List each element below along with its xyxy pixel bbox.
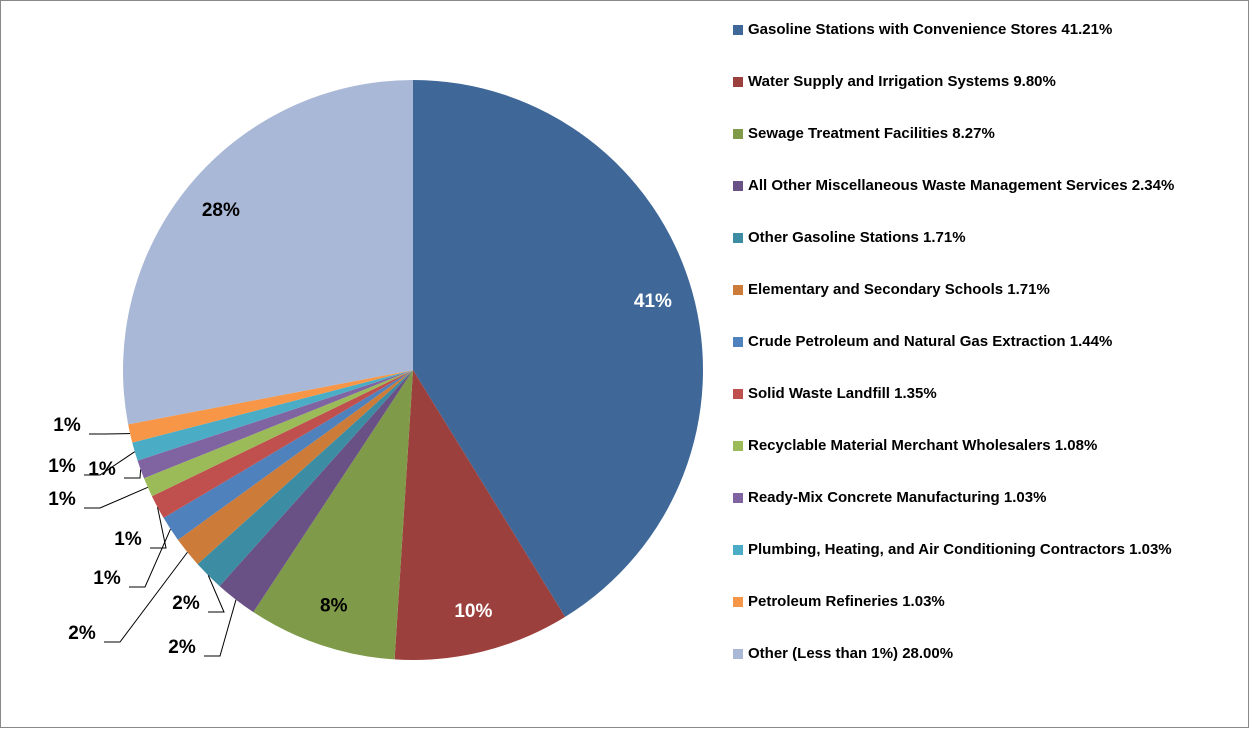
leader-line [84, 451, 136, 476]
pie-slice [253, 370, 413, 660]
legend-label: Water Supply and Irrigation Systems 9.80… [748, 73, 1056, 90]
data-label: 41% [634, 291, 672, 312]
leader-line [104, 551, 188, 643]
legend-swatch [733, 649, 743, 659]
leader-line [207, 575, 225, 613]
legend-swatch [733, 285, 743, 295]
data-label: 2% [172, 593, 200, 614]
leader-line [124, 469, 142, 479]
legend-label: Solid Waste Landfill 1.35% [748, 385, 937, 402]
legend-label: Sewage Treatment Facilities 8.27% [748, 125, 995, 142]
legend-swatch [733, 389, 743, 399]
data-label: 8% [320, 595, 348, 616]
legend-swatch [733, 233, 743, 243]
pie-slice [413, 80, 703, 617]
pie-slice [143, 370, 413, 497]
data-label: 2% [68, 623, 96, 644]
legend-label: Gasoline Stations with Convenience Store… [748, 21, 1113, 38]
legend-label: Petroleum Refineries 1.03% [748, 593, 945, 610]
data-label: 1% [48, 456, 76, 477]
data-label: 1% [114, 529, 142, 550]
pie-slice [394, 370, 566, 660]
legend-label: Ready-Mix Concrete Manufacturing 1.03% [748, 489, 1047, 506]
legend-swatch [733, 493, 743, 503]
legend-label: Recyclable Material Merchant Wholesalers… [748, 437, 1098, 454]
leader-line [84, 486, 148, 509]
data-label: 2% [168, 637, 196, 658]
data-label: 10% [454, 601, 492, 622]
legend-swatch [733, 441, 743, 451]
pie-slice [177, 370, 413, 565]
data-label: 1% [48, 489, 76, 510]
legend-label: Crude Petroleum and Natural Gas Extracti… [748, 333, 1113, 350]
leader-line [150, 507, 167, 549]
legend-swatch [733, 597, 743, 607]
data-label: 28% [202, 200, 240, 221]
leader-line [204, 599, 237, 657]
legend-swatch [733, 545, 743, 555]
pie-slice [132, 370, 414, 461]
data-label: 1% [93, 568, 121, 589]
legend-label: Other Gasoline Stations 1.71% [748, 229, 966, 246]
legend-swatch [733, 181, 743, 191]
legend-swatch [733, 25, 743, 35]
data-label: 1% [53, 415, 81, 436]
legend-label: Plumbing, Heating, and Air Conditioning … [748, 541, 1172, 558]
pie-slice [151, 370, 413, 518]
data-label: 1% [88, 459, 116, 480]
pie-slice [128, 370, 413, 443]
legend-swatch [733, 129, 743, 139]
pie-slice [197, 370, 413, 587]
pie-slice [163, 370, 413, 540]
legend-label: All Other Miscellaneous Waste Management… [748, 177, 1175, 194]
legend-swatch [733, 337, 743, 347]
pie-slice [219, 370, 413, 613]
pie-slice [137, 370, 413, 479]
legend-label: Elementary and Secondary Schools 1.71% [748, 281, 1050, 298]
legend-label: Other (Less than 1%) 28.00% [748, 645, 954, 662]
pie-slice [123, 80, 413, 425]
legend-swatch [733, 77, 743, 87]
